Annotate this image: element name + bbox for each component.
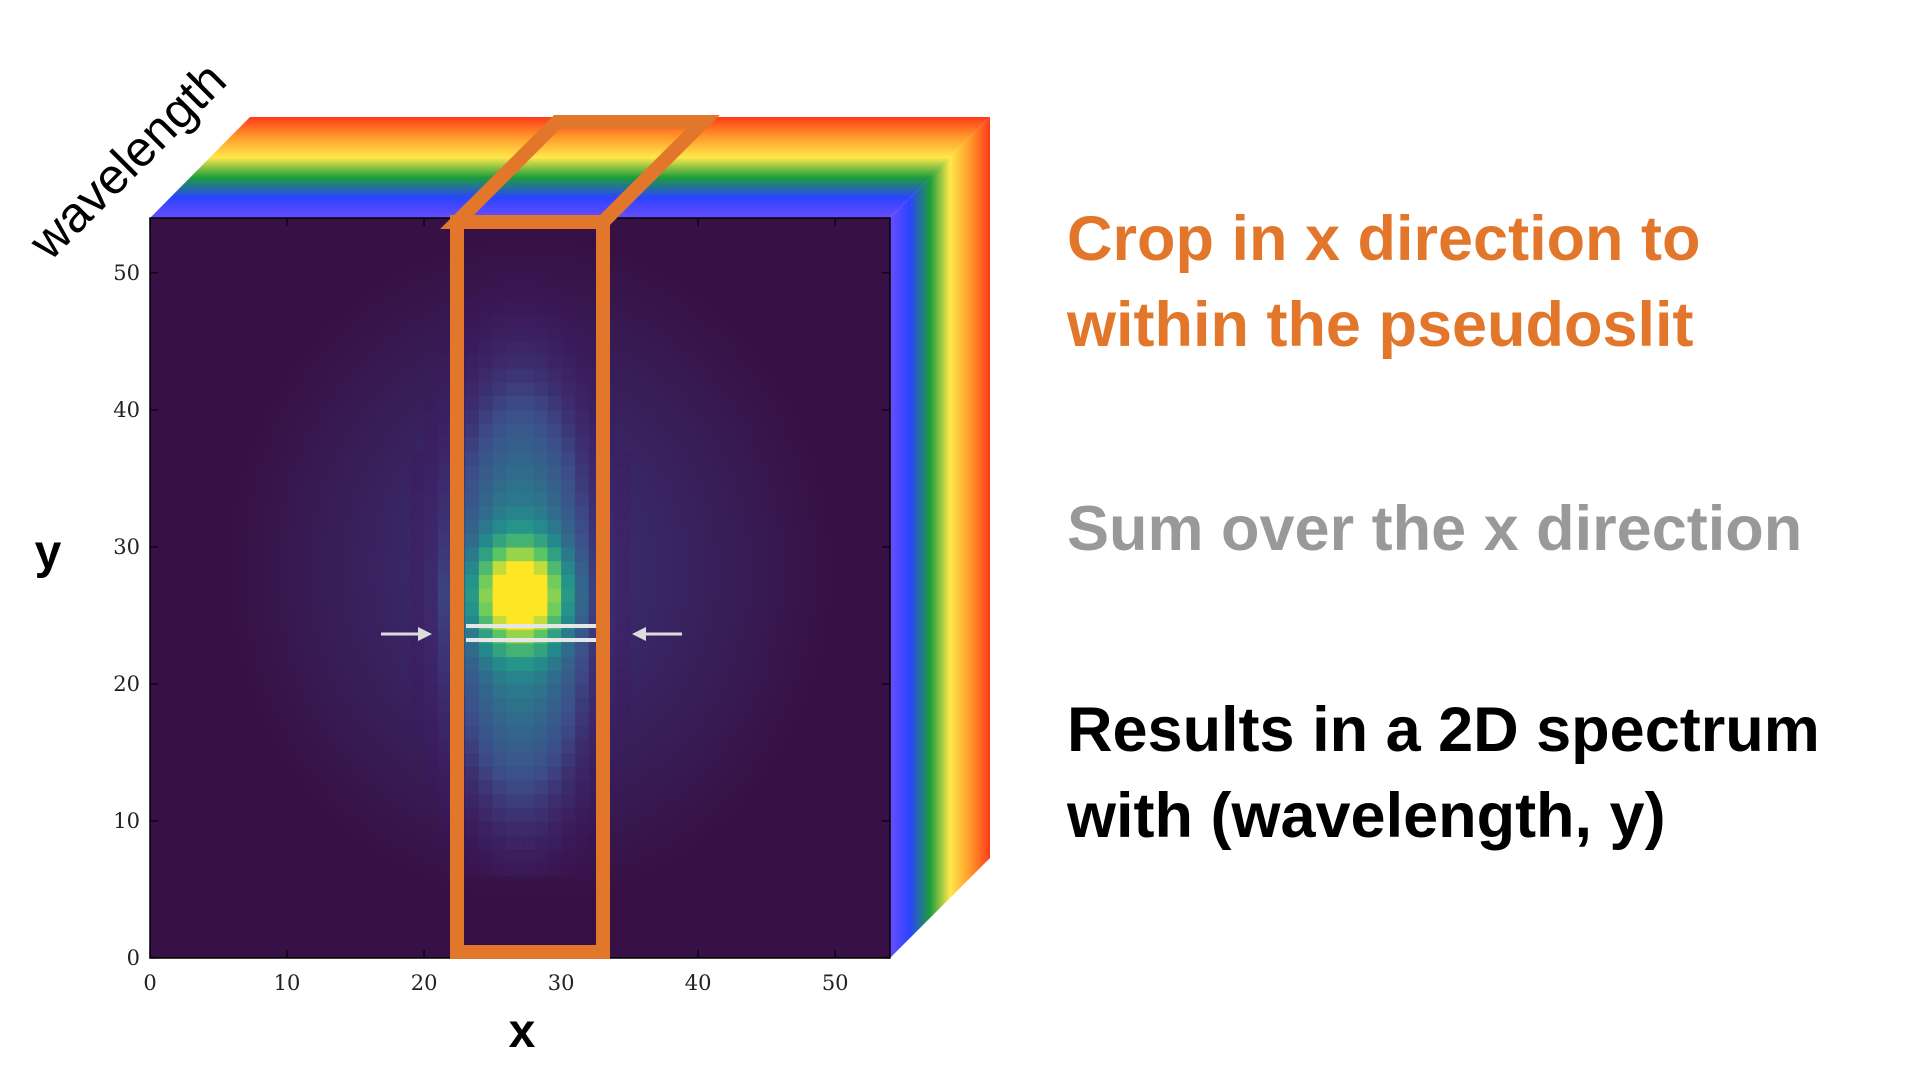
y-tick-label: 20 [113,672,140,696]
step-sum-text: Sum over the x direction [1067,486,1802,572]
y-axis-label: y [35,526,62,579]
step-sum-line-1: Sum over the x direction [1067,494,1803,564]
step-result-line-2: with (wavelength, y) [1067,781,1666,851]
y-tick-label: 30 [113,535,140,559]
arrow-right-icon [381,627,432,641]
pseudoslit-front-outline [450,215,610,959]
y-tick-label: 40 [113,398,140,422]
x-tick-label: 10 [274,971,301,995]
x-axis-label: x [509,1005,536,1058]
y-tick-label: 0 [127,946,140,970]
x-axis-ticks: 0 10 20 30 40 50 [143,218,849,995]
x-tick-label: 30 [548,971,575,995]
x-tick-label: 20 [411,971,438,995]
x-tick-label: 50 [822,971,849,995]
step-result-text: Results in a 2D spectrum with (wavelengt… [1067,687,1820,859]
arrow-left-icon [632,627,682,641]
y-tick-label: 50 [113,261,140,285]
pseudoslit-highlight [440,115,720,959]
step-result-line-1: Results in a 2D spectrum [1067,695,1820,765]
cube-side-face [890,117,990,958]
step-crop-text: Crop in x direction to within the pseudo… [1067,196,1701,368]
y-tick-label: 10 [113,809,140,833]
marked-rows [381,624,682,642]
y-axis-ticks: 0 10 20 30 40 50 [113,261,890,970]
x-tick-label: 40 [685,971,712,995]
step-crop-line-1: Crop in x direction to [1067,204,1701,274]
step-crop-line-2: within the pseudoslit [1067,290,1694,360]
x-tick-label: 0 [143,971,156,995]
cube-top-face [150,117,990,218]
